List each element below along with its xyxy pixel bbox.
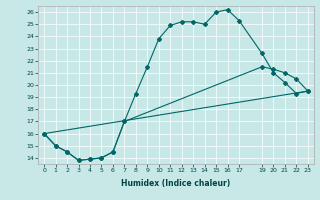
X-axis label: Humidex (Indice chaleur): Humidex (Indice chaleur) xyxy=(121,179,231,188)
